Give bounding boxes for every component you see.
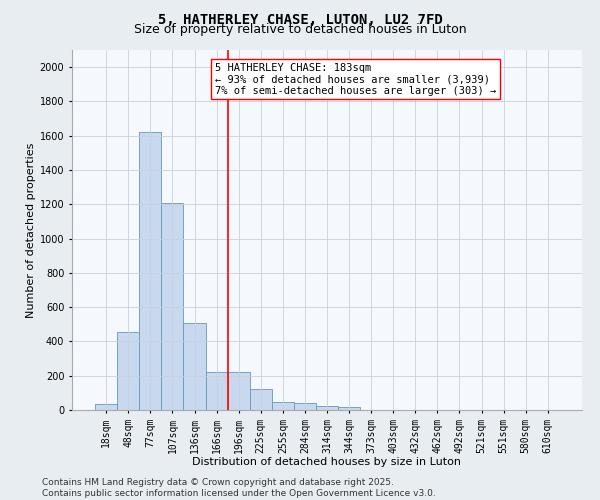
Bar — [338, 407, 360, 410]
Bar — [184, 324, 206, 410]
Text: 5, HATHERLEY CHASE, LUTON, LU2 7FD: 5, HATHERLEY CHASE, LUTON, LU2 7FD — [158, 12, 442, 26]
Text: Contains HM Land Registry data © Crown copyright and database right 2025.
Contai: Contains HM Land Registry data © Crown c… — [42, 478, 436, 498]
Bar — [294, 404, 316, 410]
Bar — [206, 372, 227, 410]
Bar — [227, 372, 250, 410]
Bar — [316, 406, 338, 410]
Bar — [139, 132, 161, 410]
Y-axis label: Number of detached properties: Number of detached properties — [26, 142, 35, 318]
X-axis label: Distribution of detached houses by size in Luton: Distribution of detached houses by size … — [193, 457, 461, 467]
Bar — [95, 404, 117, 410]
Bar — [250, 388, 272, 410]
Bar — [161, 204, 184, 410]
Text: Size of property relative to detached houses in Luton: Size of property relative to detached ho… — [134, 22, 466, 36]
Bar — [272, 402, 294, 410]
Bar — [117, 332, 139, 410]
Text: 5 HATHERLEY CHASE: 183sqm
← 93% of detached houses are smaller (3,939)
7% of sem: 5 HATHERLEY CHASE: 183sqm ← 93% of detac… — [215, 62, 496, 96]
